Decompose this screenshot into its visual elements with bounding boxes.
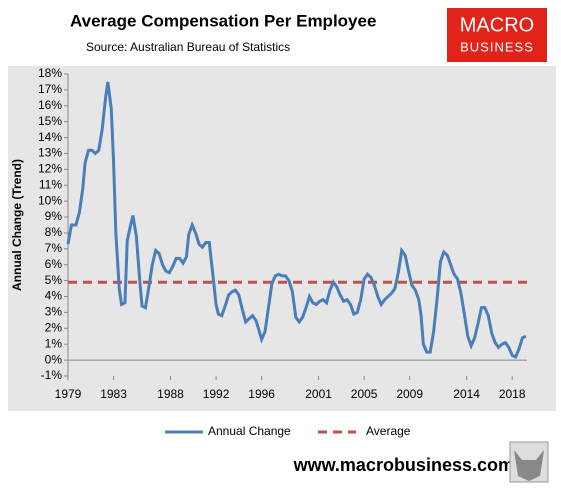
logo-box — [447, 8, 547, 62]
y-tick-label: 4% — [45, 289, 63, 303]
y-tick-label: 5% — [45, 273, 63, 287]
x-tick-label: 2018 — [499, 387, 526, 401]
logo-text: MACRO — [460, 14, 534, 36]
y-axis-label: Annual Change (Trend) — [10, 159, 24, 291]
line-series — [66, 81, 527, 359]
y-tick-label: 1% — [45, 336, 63, 350]
logo-text: BUSINESS — [460, 39, 534, 54]
x-tick-label: 2005 — [351, 387, 378, 401]
x-tick-label: 2014 — [453, 387, 480, 401]
y-tick-label: 16% — [38, 98, 62, 112]
x-tick-label: 1992 — [203, 387, 230, 401]
y-tick-label: 6% — [45, 257, 63, 271]
y-tick-label: 0% — [45, 352, 63, 366]
y-tick-label: 13% — [38, 146, 62, 160]
x-tick-label: 1996 — [248, 387, 275, 401]
legend-label: Average — [366, 424, 411, 438]
x-tick-label: 1979 — [55, 387, 82, 401]
y-tick-label: 12% — [38, 162, 62, 176]
y-tick-label: 14% — [38, 130, 62, 144]
x-tick-label: 1988 — [157, 387, 184, 401]
x-tick-label: 2009 — [396, 387, 423, 401]
y-tick-label: 10% — [38, 193, 62, 207]
footer: www.macrobusiness.com.au — [293, 455, 540, 475]
y-tick-label: 2% — [45, 320, 63, 334]
x-tick-label: 2001 — [305, 387, 332, 401]
chart-subtitle: Source: Australian Bureau of Statistics — [86, 40, 290, 54]
y-tick-label: 15% — [38, 114, 62, 128]
y-tick-label: 18% — [38, 66, 62, 80]
legend-label: Annual Change — [208, 424, 291, 438]
y-tick-label: -1% — [41, 368, 63, 382]
y-tick-label: 17% — [38, 82, 62, 96]
y-tick-label: 8% — [45, 225, 63, 239]
chart-title: Average Compensation Per Employee — [70, 11, 376, 30]
x-tick-label: 1983 — [100, 387, 127, 401]
y-tick-label: 11% — [39, 177, 62, 191]
y-tick-label: 9% — [45, 209, 63, 223]
y-tick-label: 7% — [45, 241, 63, 255]
chart-area — [8, 66, 556, 411]
y-tick-label: 3% — [45, 305, 63, 319]
wolf-icon — [509, 441, 549, 483]
